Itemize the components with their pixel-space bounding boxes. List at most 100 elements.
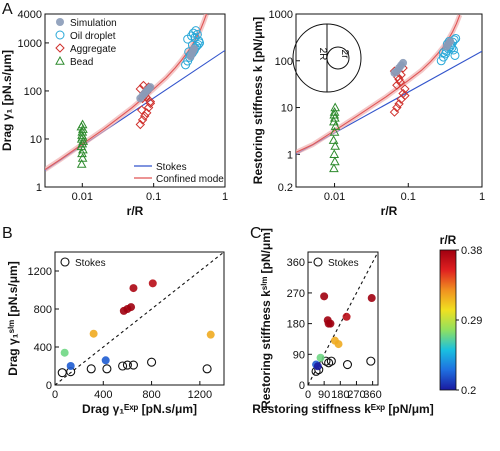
y-tick-label: 100 [275, 56, 293, 68]
x-tick-label: 270 [347, 389, 365, 401]
colorbar: r/R 0.38 0.29 0.2 [439, 233, 482, 397]
marker-aggregate [140, 111, 150, 121]
marker-stokes [57, 368, 67, 378]
y-tick-label: 10 [30, 134, 42, 146]
panel-label-b: B [2, 225, 13, 242]
marker-stokes [122, 360, 132, 370]
colorbar-gradient [439, 249, 457, 391]
marker-simulation [148, 279, 157, 288]
marker-stokes [118, 361, 128, 371]
marker-bead [77, 126, 88, 136]
x-tick-label: 400 [94, 389, 112, 401]
marker-oil-droplet [191, 26, 201, 36]
y-axis-label: Drag γ₁ˢⁱᵐ [pN.s/μm] [6, 261, 20, 375]
y-tick-label: 1 [287, 149, 293, 161]
x-tick-label: 0 [305, 389, 311, 401]
marker-bead [329, 149, 340, 159]
y-tick-label: 1 [36, 182, 42, 194]
marker-bead [330, 156, 340, 166]
y-tick-label: 0.2 [278, 182, 293, 194]
marker-simulation [60, 348, 69, 357]
legend-panel-c: Stokes [313, 257, 359, 269]
marker-aggregate [137, 115, 148, 125]
y-axis-label: Restoring stiffness kˢⁱᵐ [pN/μm] [259, 228, 273, 409]
marker-simulation [334, 340, 343, 349]
inset-geometry: 2R 2r [292, 23, 362, 93]
x-tick-label: 1 [479, 191, 485, 203]
marker-bead [330, 141, 341, 150]
marker-bead [329, 163, 339, 173]
marker-simulation [66, 362, 75, 370]
marker-stokes [326, 356, 336, 366]
marker-oil-droplet [188, 28, 198, 38]
marker-bead [77, 153, 88, 162]
y-tick-label: 0 [299, 380, 305, 392]
y-axis-label: Restoring stiffness k [pN/μm] [251, 17, 265, 184]
y-tick-label: 4000 [18, 9, 42, 21]
legend-label: Simulation [70, 18, 117, 29]
plot-data-layer [296, 14, 482, 173]
marker-simulation [320, 292, 329, 301]
legend-marker [313, 257, 323, 267]
marker-simulation [206, 330, 215, 339]
marker-bead [76, 159, 87, 168]
x-tick-label: 0.01 [324, 191, 345, 203]
x-axis-label: r/R [127, 204, 144, 218]
legend-a-left: Simulation Oil droplet Aggregate Bead Stokes… [55, 18, 226, 185]
marker-bead [330, 102, 341, 112]
marker-bead [330, 121, 341, 130]
marker-aggregate [136, 105, 147, 115]
y-tick-label: 270 [287, 288, 305, 300]
marker-simulation [446, 37, 455, 46]
inner-label: 2r [339, 50, 350, 60]
marker-stokes [128, 360, 139, 370]
marker-stokes [342, 359, 353, 370]
marker-aggregate [145, 96, 156, 107]
legend-marker [55, 30, 65, 40]
chart-a-right: 0.01 0.1 1 0.2 1 10 100 1000 r/R Restoring stiffn… [251, 9, 485, 218]
marker-simulation [190, 44, 199, 53]
plot-data-layer [308, 252, 378, 385]
marker-aggregate [392, 80, 402, 90]
y-tick-label: 800 [34, 304, 52, 316]
legend-label: Bead [70, 57, 93, 68]
y-tick-label: 180 [287, 319, 305, 331]
marker-aggregate [145, 98, 156, 109]
marker-simulation [313, 362, 322, 371]
outer-label: 2R [317, 48, 328, 61]
x-tick-label: 90 [318, 389, 330, 401]
y-tick-label: 0 [46, 380, 52, 392]
legend-label: Stokes [328, 258, 359, 269]
x-tick-label: 180 [331, 389, 349, 401]
x-tick-label: 0.1 [401, 191, 416, 203]
x-axis-label: r/R [381, 204, 398, 218]
panel-label-c: C [250, 225, 262, 242]
x-tick-label: 360 [363, 389, 381, 401]
marker-stokes [366, 356, 376, 366]
inner-circle [326, 46, 350, 70]
x-tick-label: 0.1 [146, 191, 161, 203]
marker-simulation [89, 329, 98, 338]
y-tick-label: 400 [34, 342, 52, 354]
marker-bead [328, 135, 339, 144]
legend-marker [55, 55, 65, 65]
plot-frame [44, 13, 226, 188]
y-axis-label: Drag γ₁ [pN.s/μm] [0, 50, 14, 151]
x-tick-label: 1200 [188, 389, 212, 401]
x-tick-label: 0.01 [72, 191, 93, 203]
y-tick-label: 1200 [28, 266, 52, 278]
marker-bead [77, 119, 88, 129]
x-tick-label: 0 [52, 389, 58, 401]
legend-panel-b: Stokes [60, 257, 106, 269]
marker-simulation [326, 319, 335, 328]
marker-bead [329, 107, 340, 116]
marker-simulation [101, 356, 110, 365]
plot-frame [54, 251, 225, 386]
plot-frame [307, 251, 379, 386]
chart-a-left: 0.01 0.1 1 1 10 100 1000 4000 r/R Drag γ₁ [pN.s/μ… [0, 9, 228, 218]
x-tick-label: 800 [142, 389, 160, 401]
